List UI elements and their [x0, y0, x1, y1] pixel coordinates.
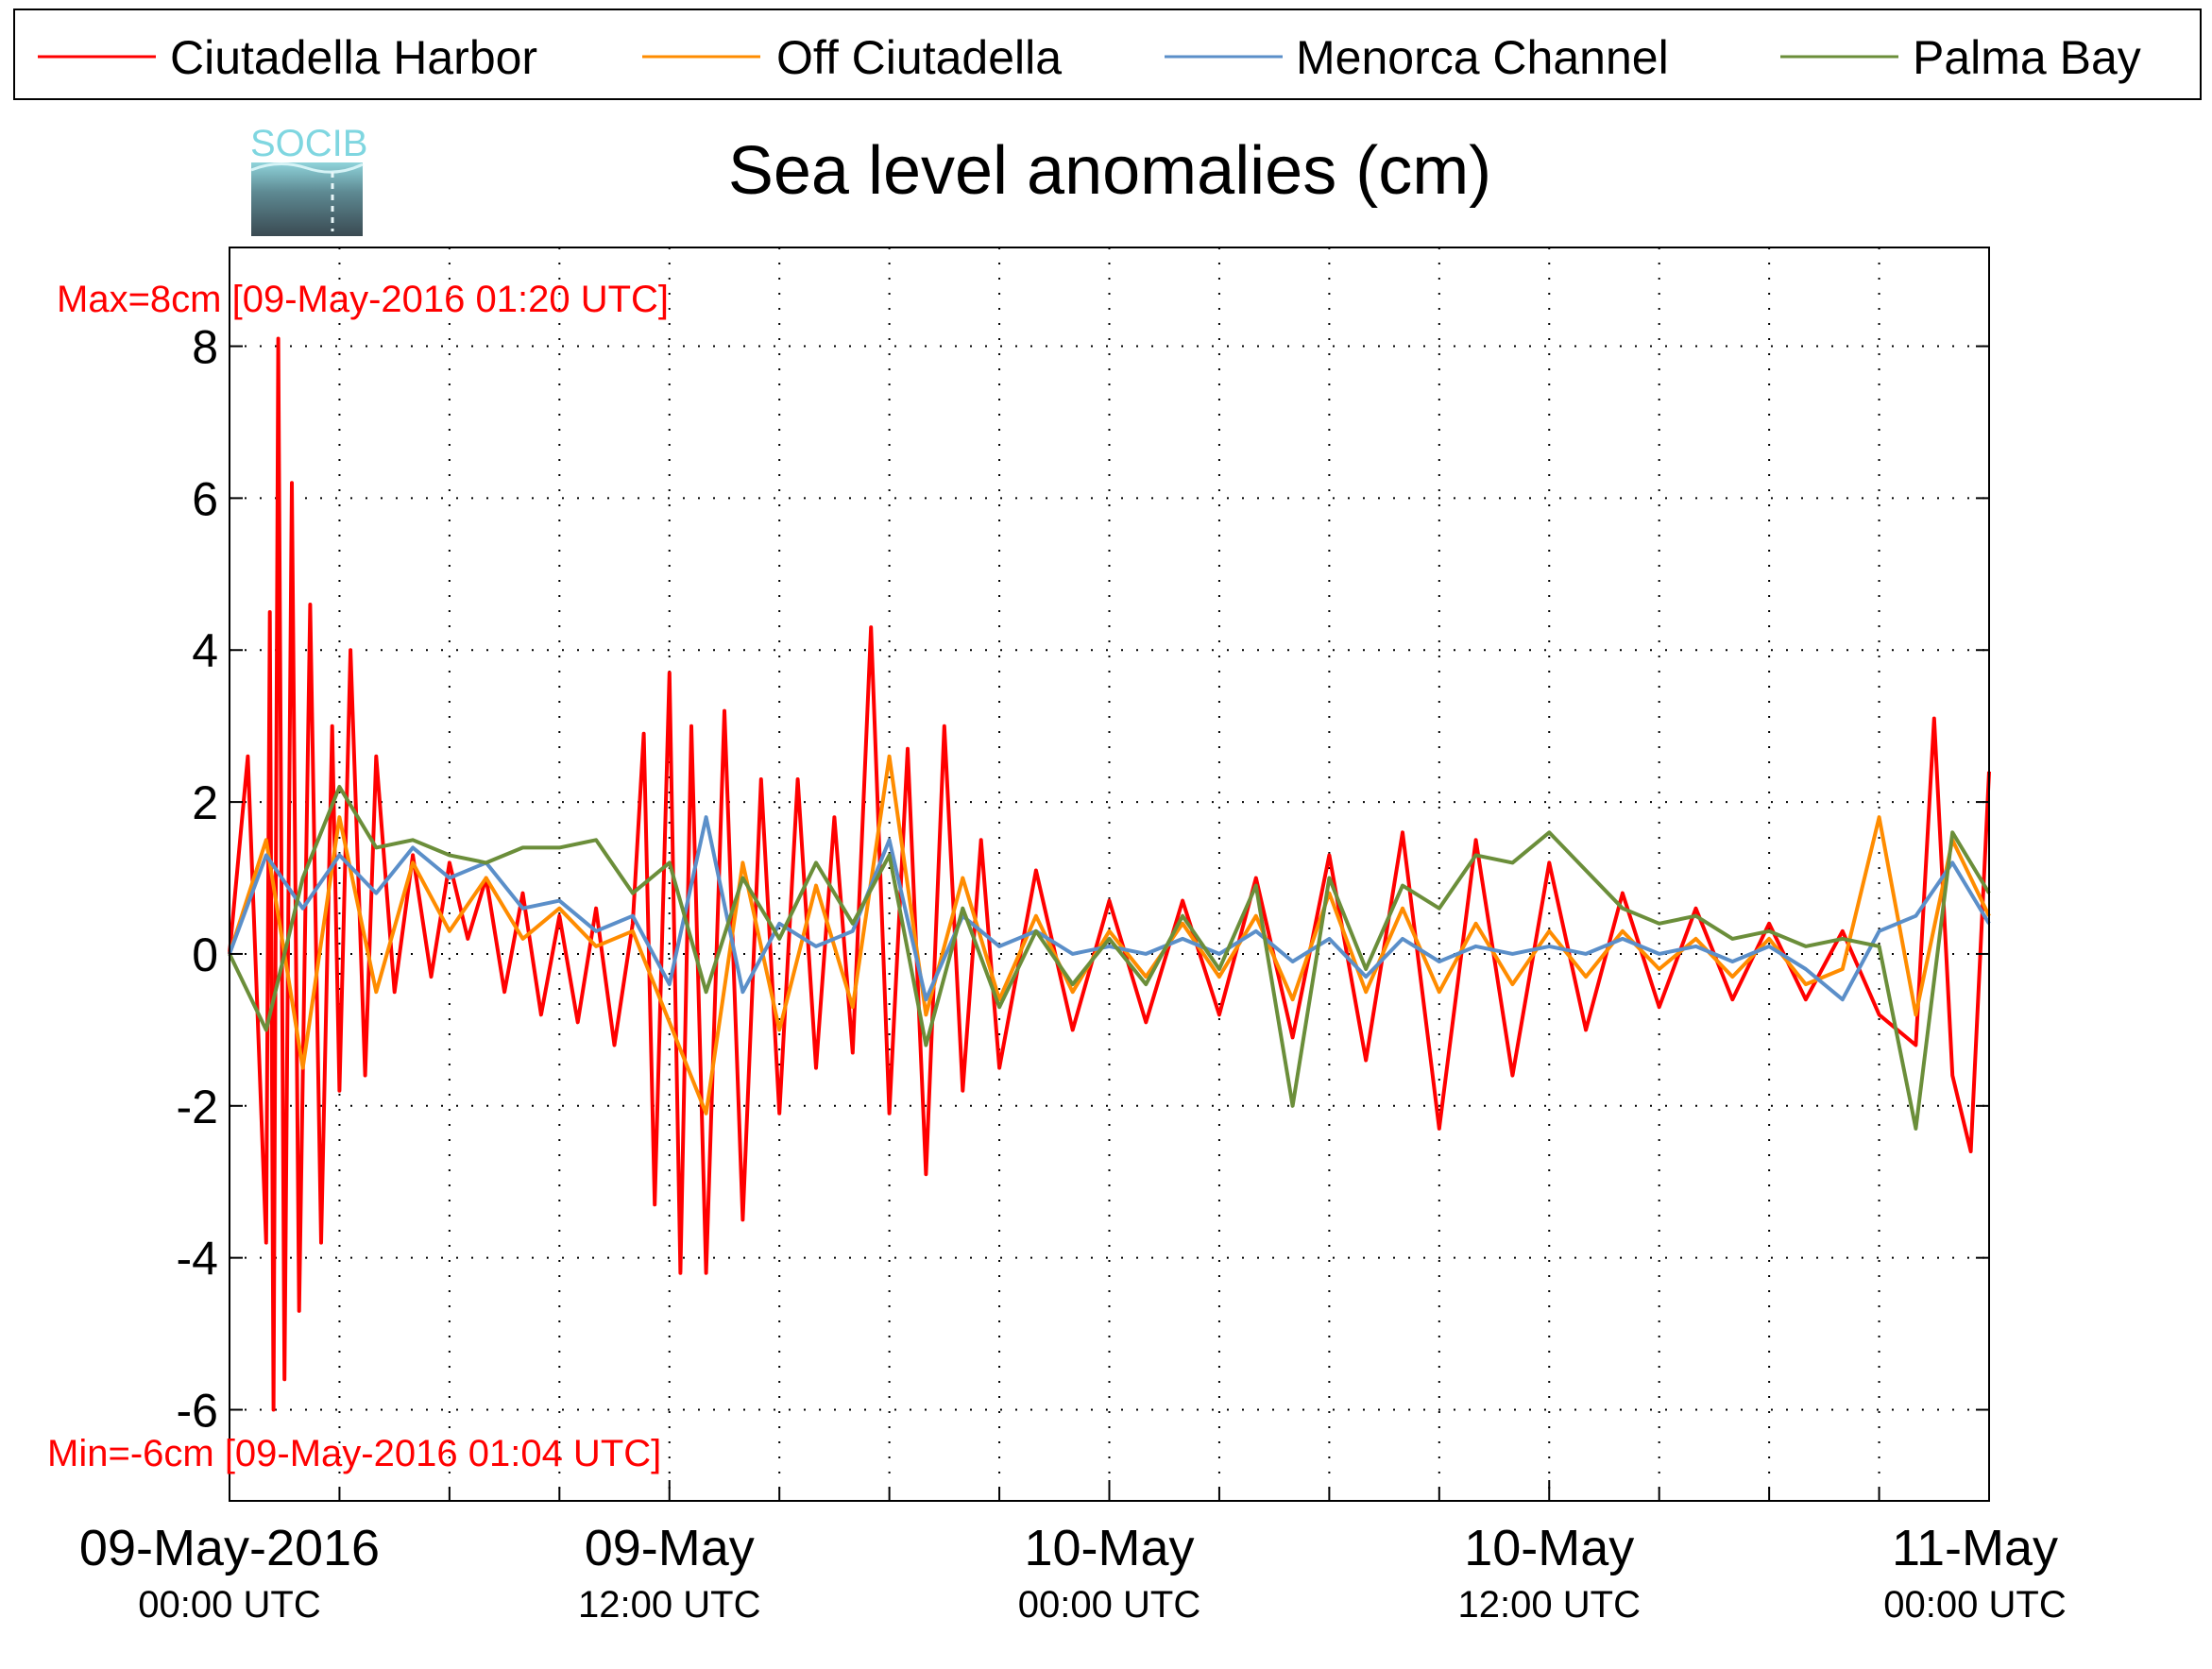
- legend-item-menorca-channel: Menorca Channel: [1165, 31, 1669, 84]
- y-tick-label: 4: [192, 624, 218, 677]
- y-tick-label: 6: [192, 472, 218, 525]
- x-tick-sublabel: 12:00 UTC: [578, 1584, 760, 1626]
- max-annotation: Max=8cm [09-May-2016 01:20 UTC]: [57, 279, 669, 320]
- x-tick-label: 11-May: [1892, 1520, 2058, 1576]
- x-axis: 09-May-2016 00:00 UTC 09-May 12:00 UTC 10-Ma…: [79, 1480, 2067, 1626]
- y-axis: 8 6 4 2 0 -2 -4 -6: [177, 321, 1989, 1437]
- series-line-menorca-channel: [228, 815, 1991, 1002]
- legend-item-palma-bay: Palma Bay: [1780, 31, 2141, 84]
- y-tick-label: -6: [177, 1384, 218, 1437]
- x-tick-sublabel: 12:00 UTC: [1458, 1584, 1641, 1626]
- series-line-ciutadella-harbor: [228, 336, 1991, 1412]
- legend-item-off-ciutadella: Off Ciutadella: [642, 31, 1062, 84]
- y-tick-label: 2: [192, 776, 218, 829]
- legend-label-off-ciutadella: Off Ciutadella: [776, 31, 1062, 84]
- x-tick-label: 10-May: [1024, 1520, 1194, 1576]
- plot-area: 8 6 4 2 0 -2 -4 -6 09-May-2016 00:00 UTC 09-May 12…: [79, 247, 2067, 1626]
- x-tick-label: 09-May: [585, 1520, 755, 1576]
- legend-label-ciutadella-harbor: Ciutadella Harbor: [170, 31, 537, 84]
- y-tick-label: 0: [192, 928, 218, 981]
- logo-text: SOCIB: [250, 123, 367, 164]
- y-tick-label: 8: [192, 321, 218, 374]
- series-line-off-ciutadella: [228, 754, 1991, 1116]
- legend-label-palma-bay: Palma Bay: [1913, 31, 2141, 84]
- logo-image: [251, 162, 363, 236]
- x-tick-sublabel: 00:00 UTC: [138, 1584, 320, 1626]
- x-tick-label: 10-May: [1464, 1520, 1634, 1576]
- series-layer: [228, 336, 1991, 1412]
- y-tick-label: -2: [177, 1081, 218, 1133]
- legend-item-ciutadella-harbor: Ciutadella Harbor: [38, 31, 537, 84]
- legend-box: [13, 9, 2202, 100]
- logo-wave: [250, 162, 364, 174]
- series-line-palma-bay: [228, 785, 1991, 1131]
- min-annotation: Min=-6cm [09-May-2016 01:04 UTC]: [47, 1433, 661, 1474]
- x-tick-sublabel: 00:00 UTC: [1883, 1584, 2066, 1626]
- legend-label-menorca-channel: Menorca Channel: [1296, 31, 1669, 84]
- legend: Ciutadella Harbor Off Ciutadella Menorca…: [13, 9, 2202, 100]
- x-tick-label: 09-May-2016: [79, 1520, 380, 1576]
- x-tick-sublabel: 00:00 UTC: [1018, 1584, 1200, 1626]
- y-tick-label: -4: [177, 1233, 218, 1286]
- socib-logo: SOCIB: [250, 123, 367, 236]
- chart-title: Sea level anomalies (cm): [728, 133, 1491, 209]
